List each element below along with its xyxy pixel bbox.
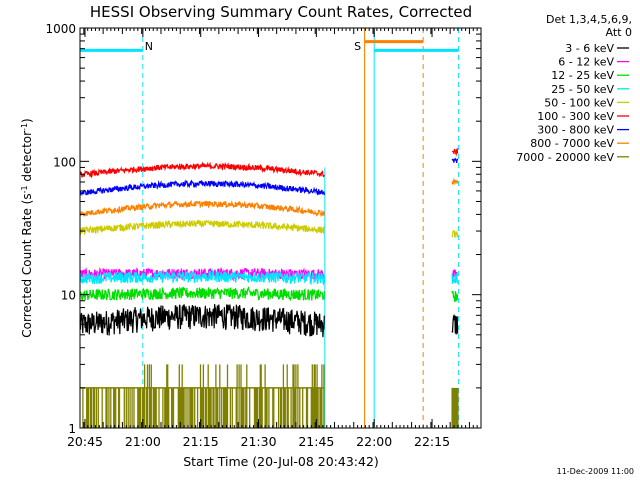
y-tick-label-2: 100 (53, 155, 76, 169)
series-line-4-seg-1 (451, 229, 459, 238)
series-line-3-seg-1 (451, 272, 459, 285)
series-line-5-seg-1 (451, 147, 459, 157)
legend-label-0: 3 - 6 keV (565, 42, 614, 55)
x-tick-label-1: 21:00 (125, 434, 161, 449)
legend-label-1: 6 - 12 keV (558, 56, 614, 69)
y-axis-label: Corrected Count Rate (s-1 detector-1) (20, 118, 35, 337)
series-line-0-seg-0 (79, 304, 325, 338)
series-line-5-seg-0 (79, 161, 325, 179)
series-line-4-seg-0 (79, 219, 325, 236)
series-line-3-seg-0 (79, 268, 325, 286)
series-line-6-seg-1 (451, 157, 459, 164)
flag-label-n: N (145, 40, 153, 53)
legend-label-3: 25 - 50 keV (551, 83, 614, 96)
flag-label-s: S (354, 40, 361, 53)
footer-date: 11-Dec-2009 11:00 (557, 467, 634, 476)
series-line-2-seg-0 (79, 285, 325, 302)
series-line-2-seg-1 (451, 290, 459, 303)
x-tick-label-3: 21:30 (241, 434, 277, 449)
svg-text:Corrected Count Rate (s-1 dete: Corrected Count Rate (s-1 detector-1) (20, 118, 35, 337)
series-line-1-seg-1 (451, 269, 459, 278)
y-tick-label-3: 1000 (45, 22, 76, 36)
series-line-0-seg-1 (451, 313, 459, 335)
series-line-6-seg-0 (79, 179, 325, 196)
series-line-7-seg-0 (79, 199, 325, 218)
legend-label-6: 300 - 800 keV (537, 124, 614, 137)
legend-header-attenuator: Att 0 (606, 26, 632, 39)
legend-label-2: 12 - 25 keV (551, 69, 614, 82)
x-tick-label-4: 21:45 (298, 434, 334, 449)
series-line-8 (82, 364, 459, 428)
x-tick-label-5: 22:00 (356, 434, 392, 449)
x-tick-label-0: 20:45 (67, 434, 103, 449)
legend-header-detectors: Det 1,3,4,5,6,9, (546, 13, 632, 26)
legend-label-4: 50 - 100 keV (544, 96, 614, 109)
legend-label-5: 100 - 300 keV (537, 110, 614, 123)
axes: 1 10 100 1000 20:45 21:00 21:15 21:30 21:45 22:00… (45, 22, 482, 449)
x-tick-label-2: 21:15 (183, 434, 219, 449)
chart-title: HESSI Observing Summary Count Rates, Cor… (90, 3, 472, 21)
x-tick-label-6: 22:15 (414, 434, 450, 449)
legend-label-8: 7000 - 20000 keV (516, 151, 614, 164)
y-tick-label-0: 1 (68, 422, 76, 436)
y-tick-label-1: 10 (61, 289, 76, 303)
x-axis-label: Start Time (20-Jul-08 20:43:42) (183, 454, 379, 469)
legend-label-7: 800 - 7000 keV (530, 137, 614, 150)
series-line-7-seg-1 (451, 177, 459, 186)
